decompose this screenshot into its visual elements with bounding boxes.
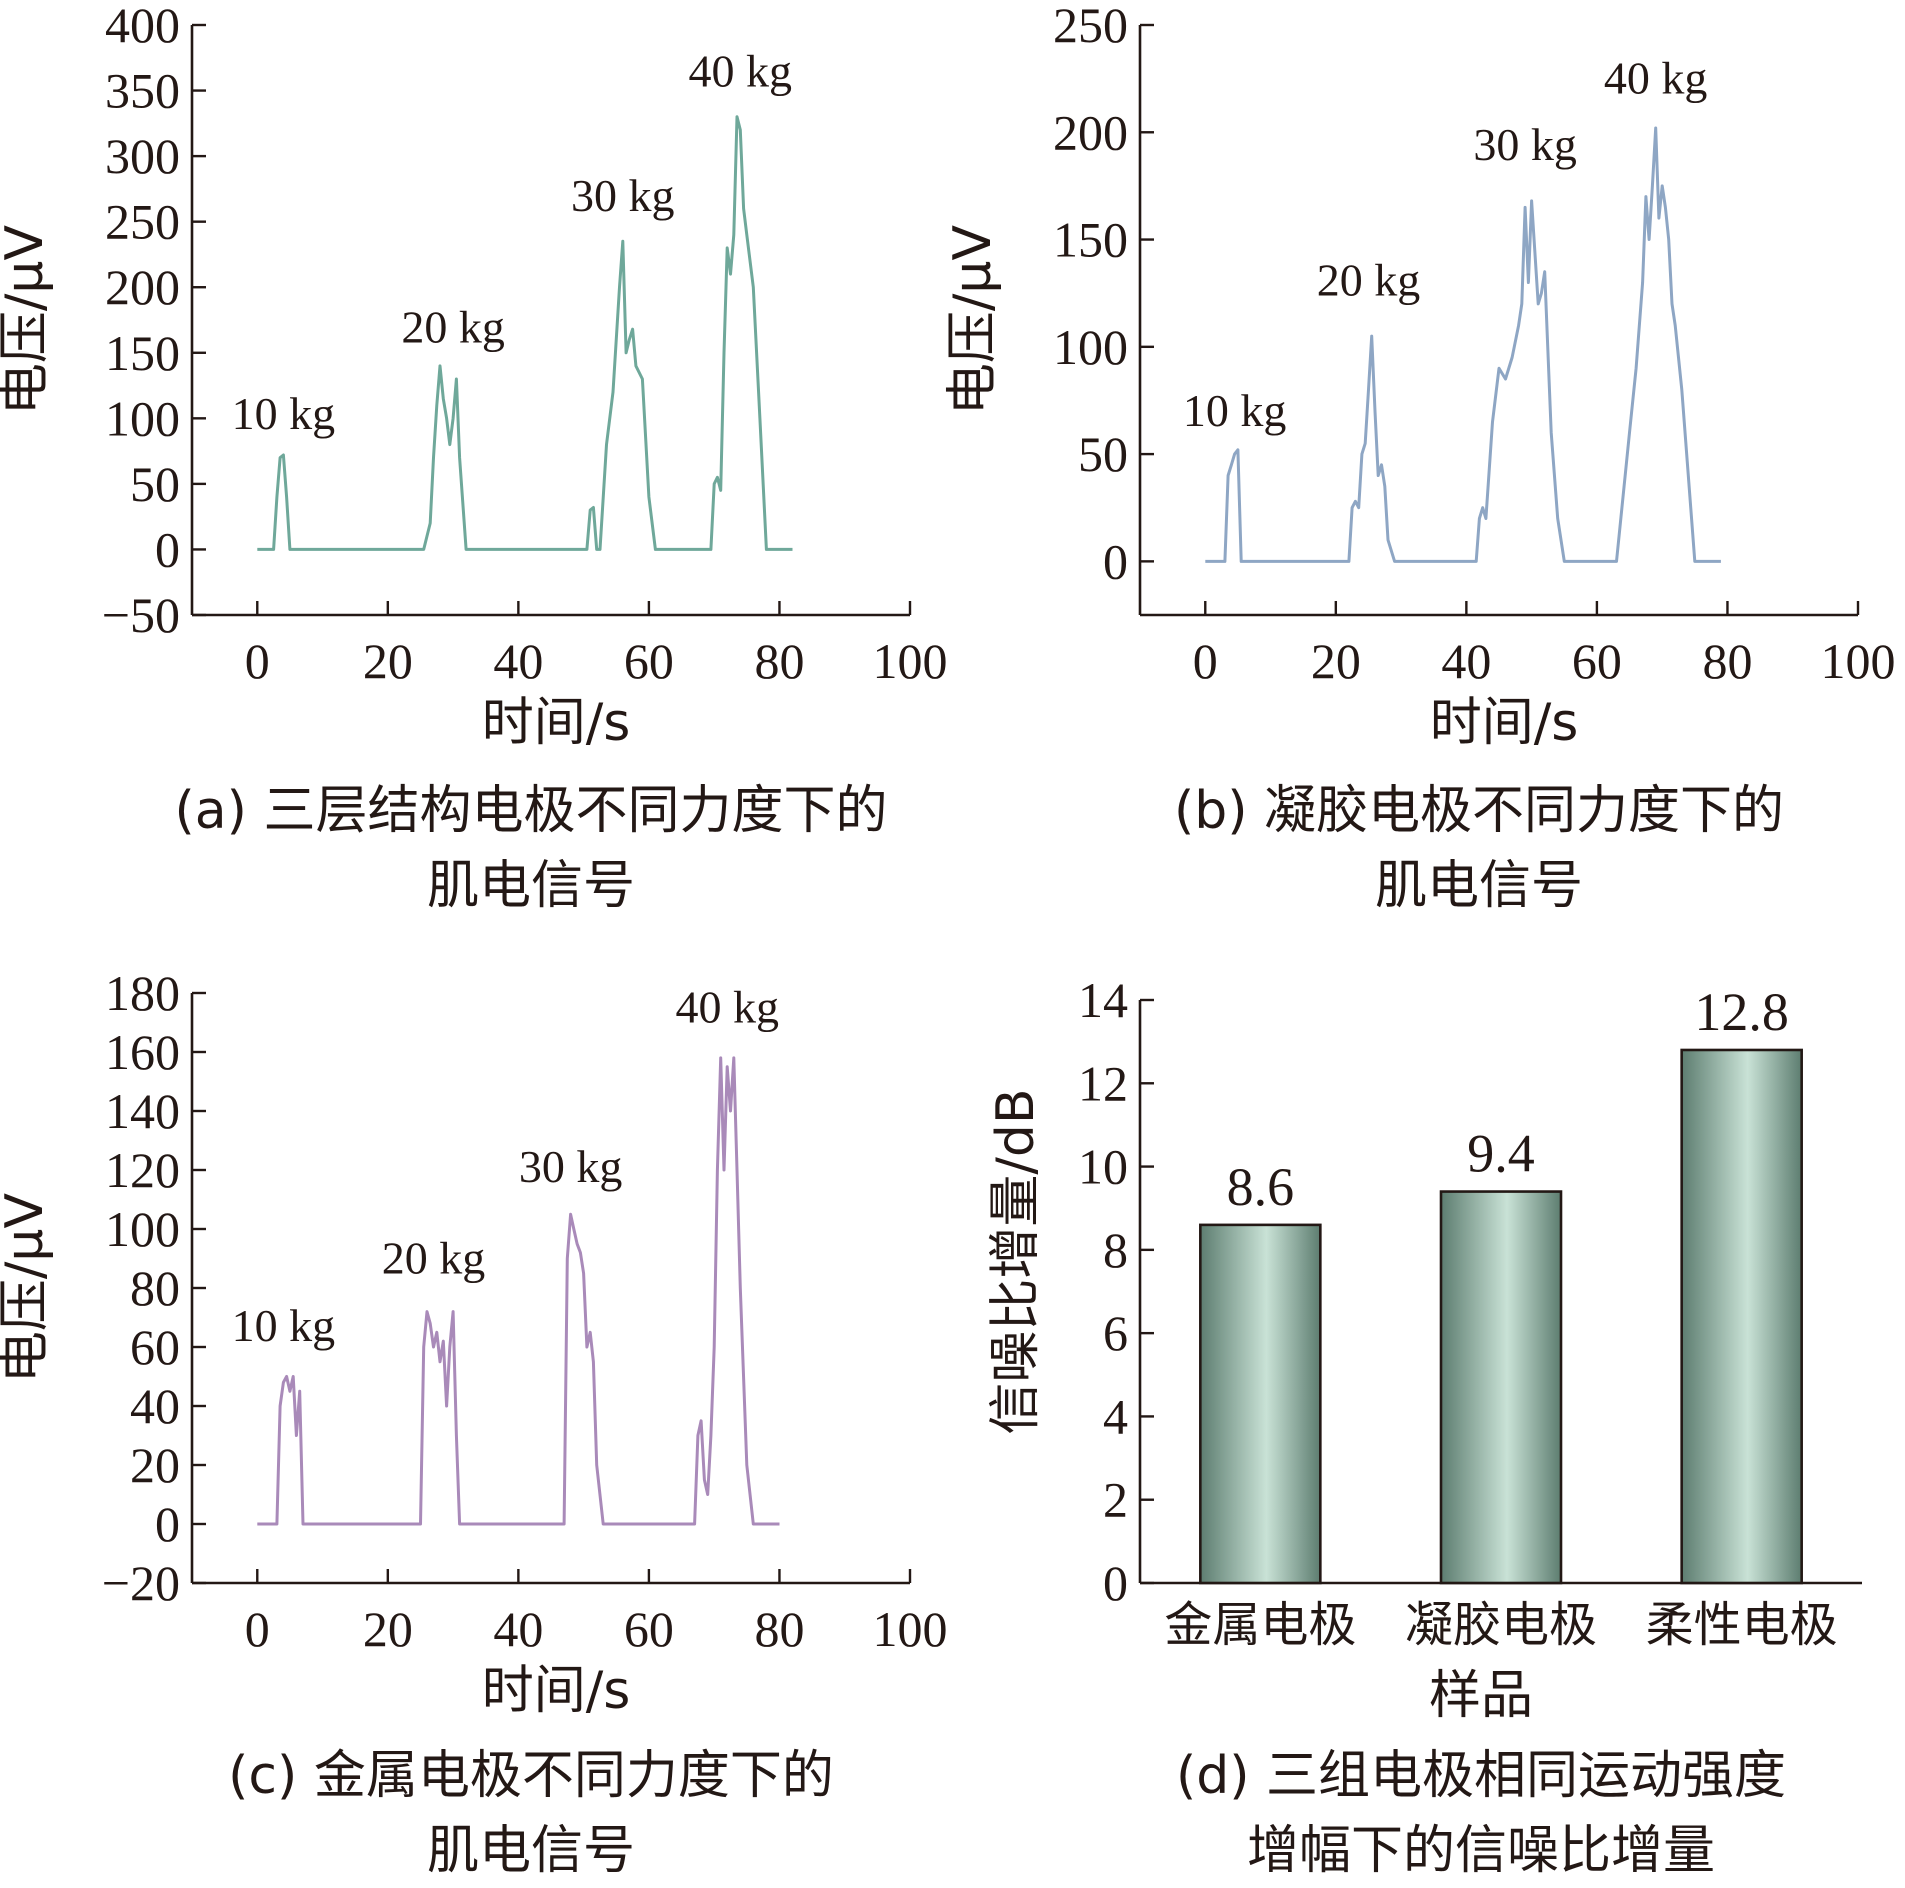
x-tick-label: 0 [245,1601,270,1657]
y-tick-label: 50 [1078,426,1128,482]
peak-label: 30 kg [1473,119,1577,170]
y-tick-label: 250 [105,194,180,250]
bar-value-label: 9.4 [1467,1124,1535,1184]
x-tick-label: 80 [1702,633,1752,689]
peak-label: 30 kg [519,1141,623,1192]
x-tick-label: 0 [1193,633,1218,689]
y-tick-label: 4 [1103,1388,1128,1444]
y-tick-label: 14 [1078,972,1128,1028]
y-tick-label: 50 [130,456,180,512]
x-axis-title: 时间/s [1430,693,1579,753]
bar [1439,1190,1563,1585]
caption-line-1: (d) 三组电极相同运动强度 [1176,1746,1786,1806]
caption-line-1: (c) 金属电极不同力度下的 [228,1746,834,1806]
x-axis-title: 时间/s [482,1661,631,1721]
y-tick-label: 200 [105,259,180,315]
category-label: 凝胶电极 [1405,1597,1597,1653]
caption-line-1: (a) 三层结构电极不同力度下的 [175,781,888,841]
chart-panel-d: 0 2 4 6 8 10 12 14 8.6 金属电极 9.4 凝胶电极 12.8 柔性电极 信噪比增量/d… [986,972,1862,1881]
x-tick-label: 40 [1441,633,1491,689]
y-tick-label: 0 [1103,1555,1128,1611]
bar-value-label: 12.8 [1694,982,1789,1042]
peak-label: 10 kg [232,1300,336,1351]
caption-line-2: 肌电信号 [427,856,635,916]
bar-value-label: 8.6 [1227,1157,1295,1217]
y-tick-label: 100 [105,1201,180,1257]
y-tick-label: 140 [105,1083,180,1139]
y-axis-title: 电压/μV [943,224,1003,415]
y-tick-label: −20 [102,1555,180,1611]
y-tick-label: 120 [105,1142,180,1198]
caption-line-2: 增幅下的信噪比增量 [1247,1821,1715,1881]
y-tick-label: 6 [1103,1305,1128,1361]
x-axis-title: 时间/s [482,693,631,753]
x-tick-label: 40 [493,1601,543,1657]
bar [1680,1048,1803,1585]
y-tick-label: 2 [1103,1472,1128,1528]
category-label: 柔性电极 [1646,1597,1838,1653]
y-tick-label: 10 [1078,1139,1128,1195]
x-tick-label: 40 [493,633,543,689]
caption-line-2: 肌电信号 [1375,856,1583,916]
category-label: 金属电极 [1164,1597,1356,1653]
y-tick-label: 8 [1103,1222,1128,1278]
peak-label: 10 kg [1183,385,1287,436]
x-tick-label: 60 [624,633,674,689]
x-axis-title: 样品 [1429,1666,1533,1726]
x-tick-label: 80 [754,633,804,689]
peak-label: 20 kg [401,301,505,352]
y-tick-label: 150 [1053,212,1128,268]
peak-label: 10 kg [232,388,336,439]
peak-label: 40 kg [675,982,779,1033]
y-tick-label: 400 [105,0,180,53]
y-axis-title: 电压/μV [0,1192,55,1383]
peak-label: 20 kg [1317,254,1421,305]
y-axis-title: 信噪比增量/dB [986,1088,1046,1434]
chart-panel-b: 0 50 100 150 200 250 0 20 40 60 80 100 电压/μV 时间/s 10 k… [943,0,1896,916]
peak-label: 40 kg [689,46,793,97]
peak-label: 20 kg [382,1232,486,1283]
y-tick-label: 20 [130,1437,180,1493]
x-tick-label: 60 [1572,633,1622,689]
peak-label: 40 kg [1604,53,1708,104]
series-line [257,1056,780,1526]
y-tick-label: 200 [1053,104,1128,160]
x-tick-label: 20 [1311,633,1361,689]
y-tick-label: 350 [105,63,180,119]
y-tick-label: 100 [105,390,180,446]
chart-panel-a: −50 0 50 100 150 200 250 300 350 400 0 20 40 60 80 100 电… [0,0,948,916]
caption-line-1: (b) 凝胶电极不同力度下的 [1174,781,1784,841]
y-tick-label: 150 [105,325,180,381]
x-tick-label: 100 [873,1601,948,1657]
y-tick-label: 250 [1053,0,1128,53]
y-tick-label: 0 [155,521,180,577]
x-tick-label: 0 [245,633,270,689]
y-tick-label: 100 [1053,319,1128,375]
x-tick-label: 80 [754,1601,804,1657]
y-tick-label: 160 [105,1024,180,1080]
y-axis-title: 电压/μV [0,224,55,415]
x-tick-label: 60 [624,1601,674,1657]
y-tick-label: 40 [130,1378,180,1434]
y-tick-label: 60 [130,1319,180,1375]
bar [1199,1223,1322,1585]
series-line [257,115,793,551]
y-tick-label: 80 [130,1260,180,1316]
y-tick-label: 180 [105,965,180,1021]
y-tick-label: 12 [1078,1055,1128,1111]
x-tick-label: 20 [363,1601,413,1657]
peak-label: 30 kg [571,170,675,221]
x-tick-label: 100 [1821,633,1896,689]
x-tick-label: 20 [363,633,413,689]
x-tick-label: 100 [873,633,948,689]
y-tick-label: 0 [155,1496,180,1552]
y-tick-label: −50 [102,587,180,643]
series-line [1205,126,1721,563]
caption-line-2: 肌电信号 [427,1821,635,1881]
y-tick-label: 0 [1103,533,1128,589]
y-tick-label: 300 [105,128,180,184]
